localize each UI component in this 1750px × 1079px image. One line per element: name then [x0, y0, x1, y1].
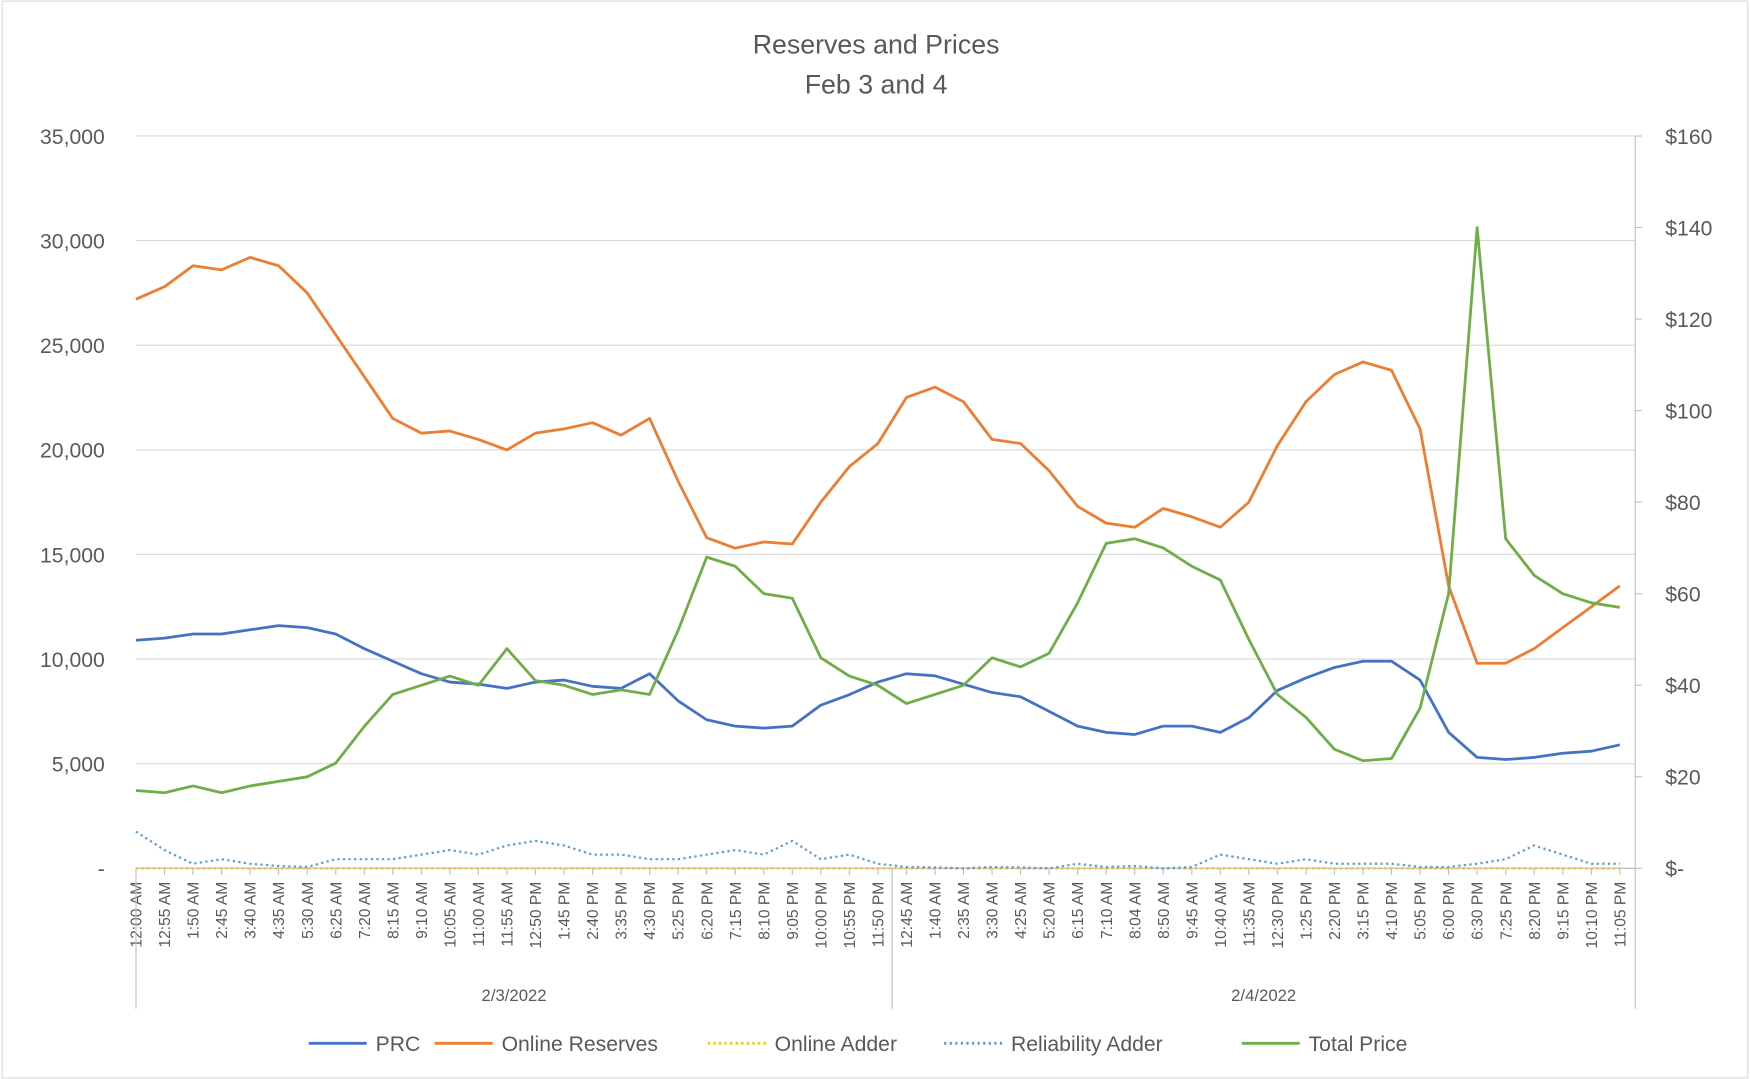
- x-tick-label: 5:30 AM: [300, 882, 317, 939]
- y2-tick-label: $140: [1665, 217, 1712, 240]
- x-tick-label: 12:30 PM: [1270, 882, 1287, 949]
- x-tick-label: 10:00 PM: [813, 882, 830, 949]
- x-tick-label: 1:45 PM: [557, 882, 574, 940]
- y-tick-label: 25,000: [40, 335, 105, 358]
- series-line: [135, 830, 1620, 870]
- x-tick-label: 8:10 PM: [756, 882, 773, 940]
- x-tick-label: 3:40 AM: [243, 882, 260, 939]
- x-tick-label: 7:25 PM: [1498, 882, 1515, 940]
- y-tick-label: 10,000: [40, 649, 105, 672]
- y2-tick-label: $80: [1665, 492, 1700, 515]
- y2-tick-label: $160: [1665, 126, 1712, 149]
- x-group-label: 2/3/2022: [482, 986, 547, 1005]
- x-tick-label: 9:45 AM: [1184, 882, 1201, 939]
- x-tick-label: 6:25 AM: [328, 882, 345, 939]
- x-tick-label: 12:00 AM: [129, 882, 146, 948]
- x-tick-label: 4:30 PM: [642, 882, 659, 940]
- y2-tick-label: $120: [1665, 309, 1712, 332]
- x-tick-label: 6:15 AM: [1070, 882, 1087, 939]
- series-line: [135, 255, 1621, 665]
- y-tick-label: 15,000: [40, 544, 105, 567]
- x-tick-label: 10:55 PM: [842, 882, 859, 949]
- x-tick-label: 4:35 AM: [271, 882, 288, 939]
- legend-label: PRC: [376, 1033, 421, 1056]
- legend-label: Online Adder: [775, 1033, 897, 1056]
- x-tick-label: 5:05 PM: [1413, 882, 1430, 940]
- x-tick-label: 12:50 PM: [528, 882, 545, 949]
- y-tick-label: 35,000: [40, 126, 105, 149]
- x-tick-label: 11:50 PM: [870, 882, 887, 948]
- x-tick-label: 6:00 PM: [1441, 882, 1458, 940]
- chart-subtitle: Feb 3 and 4: [805, 70, 948, 100]
- x-tick-label: 1:25 PM: [1299, 882, 1316, 940]
- x-tick-label: 8:20 PM: [1527, 882, 1544, 940]
- x-tick-label: 7:20 AM: [357, 882, 374, 939]
- y2-tick-label: $-: [1665, 858, 1684, 881]
- x-tick-label: 2:40 PM: [585, 882, 602, 940]
- series-line: [135, 226, 1621, 795]
- x-tick-label: 2:35 AM: [956, 882, 973, 939]
- x-tick-label: 3:35 PM: [614, 882, 631, 940]
- x-tick-label: 5:25 PM: [671, 882, 688, 940]
- legend-label: Total Price: [1309, 1033, 1408, 1056]
- y2-tick-label: $100: [1665, 400, 1712, 423]
- y2-tick-label: $40: [1665, 675, 1700, 698]
- x-group-label: 2/4/2022: [1231, 986, 1296, 1005]
- x-tick-label: 12:55 AM: [157, 882, 174, 948]
- x-tick-label: 6:20 PM: [699, 882, 716, 940]
- x-tick-label: 7:15 PM: [728, 882, 745, 940]
- x-tick-label: 4:25 AM: [1013, 882, 1030, 939]
- legend-label: Online Reserves: [502, 1033, 658, 1056]
- y-tick-label: 30,000: [40, 230, 105, 253]
- x-tick-label: 8:04 AM: [1127, 882, 1144, 939]
- x-tick-label: 11:05 PM: [1612, 882, 1629, 948]
- x-tick-label: 7:10 AM: [1099, 882, 1116, 939]
- x-tick-label: 2:45 AM: [214, 882, 231, 939]
- x-tick-label: 1:40 AM: [928, 882, 945, 939]
- x-tick-label: 11:35 AM: [1241, 882, 1258, 947]
- x-tick-label: 8:50 AM: [1156, 882, 1173, 939]
- x-tick-label: 3:15 PM: [1356, 882, 1373, 940]
- y-tick-label: -: [98, 858, 105, 881]
- legend-label: Reliability Adder: [1011, 1033, 1163, 1056]
- chart-title: Reserves and Prices: [753, 30, 1000, 60]
- series-line: [135, 624, 1621, 761]
- x-tick-label: 9:05 PM: [785, 882, 802, 940]
- x-tick-label: 8:15 AM: [385, 882, 402, 939]
- x-tick-label: 12:45 AM: [899, 882, 916, 948]
- x-tick-label: 10:10 PM: [1584, 882, 1601, 949]
- y-tick-label: 20,000: [40, 440, 105, 463]
- x-tick-label: 1:50 AM: [186, 882, 203, 939]
- x-tick-label: 9:15 PM: [1555, 882, 1572, 940]
- y-tick-label: 5,000: [52, 754, 105, 777]
- x-tick-label: 3:30 AM: [985, 882, 1002, 939]
- x-tick-label: 4:10 PM: [1384, 882, 1401, 940]
- x-tick-label: 6:30 PM: [1470, 882, 1487, 940]
- x-tick-label: 5:20 AM: [1042, 882, 1059, 939]
- x-tick-label: 11:00 AM: [471, 882, 488, 947]
- x-tick-label: 10:05 AM: [442, 882, 459, 948]
- x-tick-label: 11:55 AM: [500, 882, 517, 947]
- x-tick-label: 10:40 AM: [1213, 882, 1230, 948]
- x-tick-label: 9:10 AM: [414, 882, 431, 939]
- y2-tick-label: $20: [1665, 767, 1700, 790]
- y2-tick-label: $60: [1665, 584, 1700, 607]
- x-tick-label: 2:20 PM: [1327, 882, 1344, 940]
